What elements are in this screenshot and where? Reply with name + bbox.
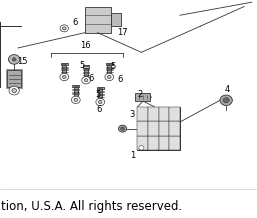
Bar xyxy=(148,121,159,136)
Text: 6: 6 xyxy=(89,74,94,83)
Bar xyxy=(137,136,148,150)
Circle shape xyxy=(71,96,80,104)
Bar xyxy=(159,107,169,121)
Circle shape xyxy=(96,98,105,106)
Text: 6: 6 xyxy=(72,18,77,27)
Circle shape xyxy=(98,100,102,104)
Circle shape xyxy=(60,73,69,81)
Circle shape xyxy=(12,89,16,92)
Bar xyxy=(148,136,159,150)
Text: 5: 5 xyxy=(95,90,100,99)
Circle shape xyxy=(62,27,66,30)
Bar xyxy=(111,13,121,26)
Circle shape xyxy=(107,75,111,78)
Bar xyxy=(106,63,113,65)
Text: 15: 15 xyxy=(17,56,27,66)
Circle shape xyxy=(118,125,127,132)
Circle shape xyxy=(62,75,66,78)
Text: 5: 5 xyxy=(80,61,85,70)
Bar xyxy=(159,121,169,136)
Bar xyxy=(74,87,78,96)
Bar xyxy=(6,69,22,88)
Bar xyxy=(84,68,88,76)
Bar xyxy=(169,121,180,136)
Circle shape xyxy=(82,77,90,84)
Bar xyxy=(169,107,180,121)
Text: 4: 4 xyxy=(225,85,230,94)
Text: 6: 6 xyxy=(96,104,102,114)
Bar xyxy=(137,107,148,121)
Text: 1: 1 xyxy=(130,151,135,160)
Circle shape xyxy=(139,146,144,150)
Bar xyxy=(97,87,104,89)
Circle shape xyxy=(121,127,125,130)
Text: tion, U.S.A. All rights reserved.: tion, U.S.A. All rights reserved. xyxy=(1,199,182,213)
Text: 6: 6 xyxy=(117,75,122,84)
Bar xyxy=(148,107,159,121)
Circle shape xyxy=(84,79,88,82)
Bar xyxy=(85,7,111,33)
Bar xyxy=(159,136,169,150)
Circle shape xyxy=(60,25,68,32)
Bar xyxy=(72,85,79,87)
Text: 2: 2 xyxy=(137,90,143,99)
Text: 3: 3 xyxy=(130,110,135,119)
Circle shape xyxy=(105,73,114,81)
Bar xyxy=(135,93,150,101)
Circle shape xyxy=(223,98,229,103)
Bar xyxy=(83,65,89,68)
Bar xyxy=(169,136,180,150)
Bar xyxy=(7,70,21,87)
Circle shape xyxy=(8,55,20,64)
Circle shape xyxy=(74,98,78,101)
Bar xyxy=(61,63,68,65)
Text: 5: 5 xyxy=(111,62,116,71)
Text: 17: 17 xyxy=(117,28,127,37)
Bar xyxy=(62,65,66,73)
Text: 16: 16 xyxy=(80,41,90,50)
Circle shape xyxy=(9,86,19,95)
Bar xyxy=(137,121,148,136)
Circle shape xyxy=(220,95,232,106)
Circle shape xyxy=(12,58,16,61)
Bar xyxy=(98,89,102,98)
Bar xyxy=(107,65,111,73)
Bar xyxy=(137,107,180,150)
